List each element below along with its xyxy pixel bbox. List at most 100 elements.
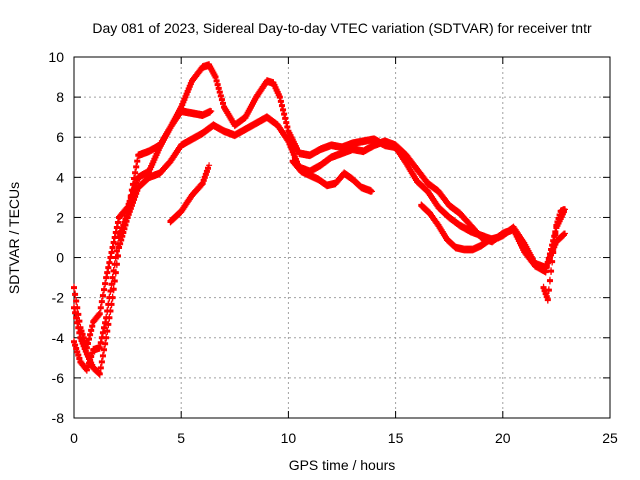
- y-tick-labels: -8 -6 -4 -2 0 2 4 6 8 10: [48, 49, 64, 426]
- data-point: [71, 305, 77, 312]
- data-point: [180, 99, 187, 106]
- y-axis-label: SDTVAR / TECUs: [6, 182, 22, 294]
- data-point: [124, 211, 131, 218]
- data-point: [552, 232, 559, 239]
- data-point: [97, 305, 104, 312]
- y-tick-label: 6: [56, 129, 64, 145]
- data-point: [555, 216, 562, 223]
- data-point: [114, 220, 121, 227]
- data-point: [72, 292, 79, 299]
- data-point: [86, 337, 93, 344]
- data-point: [75, 325, 82, 332]
- data-point: [106, 295, 113, 302]
- data-point: [98, 299, 105, 306]
- data-point: [556, 212, 563, 219]
- x-tick-label: 0: [70, 430, 78, 446]
- series-arc-7: [540, 206, 568, 304]
- data-point: [84, 364, 91, 371]
- series-arc-1: [71, 61, 568, 352]
- data-point: [108, 250, 115, 257]
- data-point: [561, 230, 568, 237]
- series-arc-3: [71, 107, 215, 374]
- x-tick-label: 20: [495, 430, 511, 446]
- data-point: [74, 320, 81, 327]
- data-point: [369, 188, 376, 195]
- data-point: [73, 298, 80, 305]
- data-point: [104, 308, 111, 315]
- data-point: [105, 302, 112, 309]
- y-tick-label: 4: [56, 169, 64, 185]
- data-point: [201, 175, 208, 182]
- data-point: [87, 357, 94, 364]
- data-point: [183, 92, 190, 99]
- data-point: [181, 97, 188, 104]
- data-point: [113, 248, 120, 255]
- data-point: [101, 325, 108, 332]
- data-point: [126, 199, 133, 206]
- data-point: [185, 86, 192, 93]
- data-point: [127, 193, 134, 200]
- data-point: [186, 84, 193, 91]
- data-point: [107, 255, 114, 262]
- data-point: [182, 94, 189, 101]
- data-point: [549, 259, 556, 266]
- data-point: [89, 351, 96, 358]
- data-point: [128, 188, 135, 195]
- data-point: [543, 265, 550, 272]
- plot-frame: [73, 56, 611, 419]
- data-point: [99, 330, 106, 337]
- data-point: [125, 205, 132, 212]
- data-point: [101, 347, 108, 354]
- data-point: [548, 268, 555, 275]
- data-point: [546, 251, 553, 258]
- data-point: [87, 332, 94, 339]
- data-point: [96, 345, 103, 352]
- data-point: [116, 235, 123, 242]
- data-point: [118, 229, 125, 236]
- y-tick-label: 10: [48, 49, 64, 65]
- data-point: [504, 228, 511, 235]
- data-point: [108, 282, 115, 289]
- data-point: [102, 281, 109, 288]
- data-point: [129, 200, 136, 207]
- data-point: [553, 223, 560, 230]
- data-point: [97, 365, 104, 372]
- data-point: [122, 217, 129, 224]
- data-point: [73, 315, 80, 322]
- data-point: [103, 275, 110, 282]
- y-tick-label: 2: [56, 209, 64, 225]
- data-point: [131, 197, 138, 204]
- chart-title: Day 081 of 2023, Sidereal Day-to-day VTE…: [92, 20, 592, 36]
- grid: [74, 57, 610, 418]
- data-point: [101, 287, 108, 294]
- data-point: [111, 278, 118, 285]
- data-point: [134, 178, 141, 185]
- data-point: [545, 256, 552, 263]
- data-point: [110, 268, 117, 275]
- data-point: [99, 293, 106, 300]
- data-point: [98, 359, 105, 366]
- data-point: [114, 242, 121, 249]
- data-point: [71, 285, 77, 292]
- y-tick-label: -6: [52, 370, 65, 386]
- x-tick-label: 25: [602, 430, 618, 446]
- data-point: [112, 255, 119, 262]
- data-point: [97, 340, 104, 347]
- data-point: [206, 162, 213, 169]
- data-point: [551, 241, 558, 248]
- data-point: [106, 260, 113, 267]
- data-point: [545, 288, 552, 295]
- data-point: [132, 170, 139, 177]
- data-point: [117, 232, 124, 239]
- x-tick-label: 15: [388, 430, 404, 446]
- data-point: [120, 223, 127, 230]
- data-point: [203, 169, 210, 176]
- series-arc-4: [167, 162, 213, 226]
- data-point: [542, 269, 549, 276]
- data-point: [134, 188, 141, 195]
- data-point: [104, 270, 111, 277]
- y-tick-label: -4: [52, 330, 65, 346]
- y-tick-label: -8: [52, 410, 65, 426]
- data-point: [88, 328, 95, 335]
